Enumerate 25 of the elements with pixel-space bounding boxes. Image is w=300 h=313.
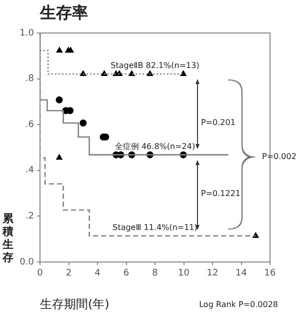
chart-title: 生存率 [39, 3, 88, 22]
x-tick-label: 4 [94, 268, 101, 279]
series-label: StageⅡB 82.1%(n=13) [110, 61, 200, 70]
y-tick-label: 1.0 [20, 28, 34, 38]
y-tick-label: 0.0 [20, 257, 34, 268]
annotation: P=0.201 [201, 118, 236, 128]
x-tick-label: 6 [123, 268, 130, 279]
annotation: P=0.002 [262, 152, 296, 162]
y-axis-title: 累積生存 [2, 212, 14, 264]
y-tick-label: .8 [25, 74, 34, 84]
x-tick-label: 2 [66, 268, 72, 279]
text: Log Rank P=0.0028 [199, 300, 278, 310]
x-tick-label: 0 [37, 268, 44, 279]
series-label: 全症例 46.8%(n=24) [114, 142, 196, 151]
x-tick-label: 14 [236, 268, 248, 279]
series-label: StageⅢ 11.4%(n=11) [112, 222, 198, 232]
annotation: P=0.1221 [201, 189, 241, 198]
y-tick-label: .2 [25, 212, 34, 222]
x-axis-title: 生存期間(年) [40, 297, 110, 312]
x-tick-label: 8 [152, 268, 158, 279]
x-tick-label: 16 [264, 268, 276, 279]
y-tick-label: .4 [25, 166, 34, 176]
x-tick-label: 10 [178, 268, 190, 279]
x-tick-label: 12 [206, 268, 218, 279]
y-tick-label: .6 [25, 120, 34, 130]
